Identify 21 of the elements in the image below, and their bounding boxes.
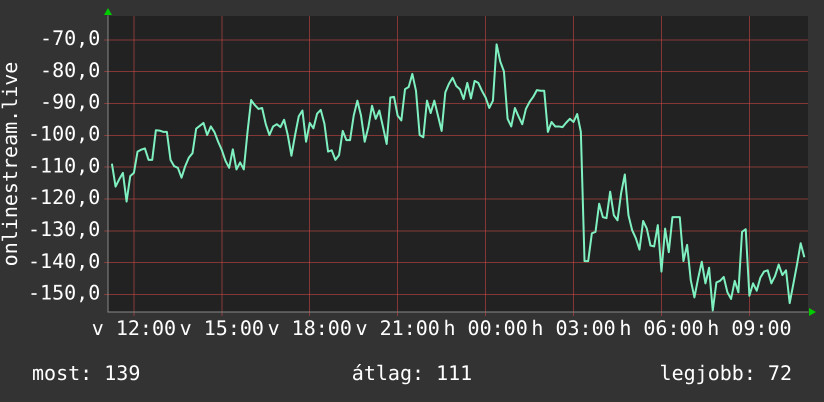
y-tick-label: -130,0 — [28, 217, 100, 242]
x-tick-label: h 06:00 — [619, 316, 704, 340]
y-tick-label: -80,0 — [40, 58, 100, 82]
y-axis-title: onlinestream.live — [0, 62, 22, 266]
y-tick-label: -110,0 — [28, 153, 100, 178]
text: legjobb: 72 — [660, 361, 792, 386]
y-tick-label: -90,0 — [40, 90, 100, 114]
y-tick-label: -70,0 — [40, 26, 100, 50]
x-tick-label: v 18:00 — [268, 316, 352, 340]
x-tick-label: v 12:00 — [92, 316, 176, 340]
x-tick-label: v 15:00 — [180, 316, 264, 340]
x-tick-label: h 09:00 — [707, 316, 792, 340]
y-tick-label: -140,0 — [28, 248, 100, 273]
text: átlag: 111 — [352, 361, 472, 386]
y-tick-label: -120,0 — [28, 185, 100, 210]
y-tick-label: -100,0 — [28, 122, 100, 146]
x-tick-label: h 00:00 — [443, 316, 528, 340]
y-tick-label: -150,0 — [28, 280, 100, 305]
x-tick-label: v 21:00 — [356, 316, 440, 340]
x-tick-label: h 03:00 — [531, 316, 616, 340]
text: most: 139 — [32, 361, 140, 386]
